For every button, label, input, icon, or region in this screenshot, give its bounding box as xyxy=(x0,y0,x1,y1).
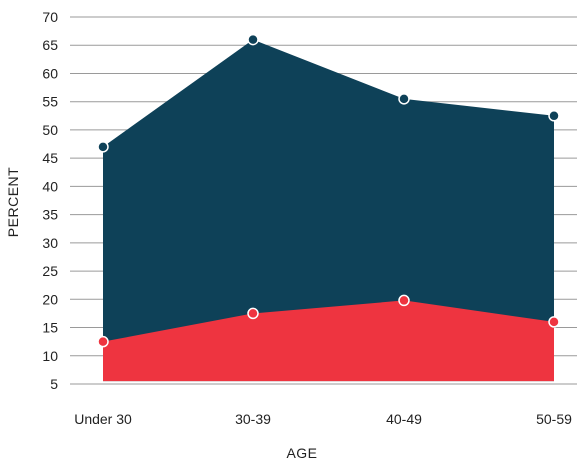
y-tick-label: 40 xyxy=(42,178,58,194)
y-tick-label: 35 xyxy=(42,207,58,223)
y-tick-label: 60 xyxy=(42,65,58,81)
series-2-point xyxy=(548,316,560,328)
x-tick-label: 30-39 xyxy=(235,411,271,427)
x-tick-label: 40-49 xyxy=(386,411,422,427)
y-tick-label: 10 xyxy=(42,348,58,364)
series-1-point xyxy=(398,93,410,105)
y-tick-label: 70 xyxy=(42,9,58,25)
y-tick-label: 50 xyxy=(42,122,58,138)
series-2-point xyxy=(247,307,259,320)
x-tick-label: Under 30 xyxy=(74,411,132,427)
y-tick-label: 30 xyxy=(42,235,58,251)
y-tick-label: 65 xyxy=(42,37,58,53)
series-1-point xyxy=(97,141,109,153)
y-tick-label: 20 xyxy=(42,291,58,307)
y-tick-label: 15 xyxy=(42,320,58,336)
x-tick-label: 50-59 xyxy=(536,411,572,427)
series-areas xyxy=(103,39,554,382)
y-axis-ticks: 5 10 15 20 25 30 35 40 45 50 55 60 65 70 xyxy=(42,9,58,392)
series-1-point xyxy=(247,33,259,46)
y-tick-label: 45 xyxy=(42,150,58,166)
series-2-point xyxy=(97,335,109,348)
x-axis-ticks: Under 30 30-39 40-49 50-59 xyxy=(74,411,572,427)
x-axis-title: AGE xyxy=(286,445,317,461)
series-1-area xyxy=(103,39,554,382)
series-2-point xyxy=(398,294,410,307)
y-axis-title: PERCENT xyxy=(5,167,21,237)
series-2-area xyxy=(103,300,554,382)
y-tick-label: 25 xyxy=(42,263,58,279)
y-tick-label: 55 xyxy=(42,94,58,110)
series-markers xyxy=(97,33,560,348)
series-1-point xyxy=(548,110,560,122)
y-tick-label: 5 xyxy=(50,376,58,392)
